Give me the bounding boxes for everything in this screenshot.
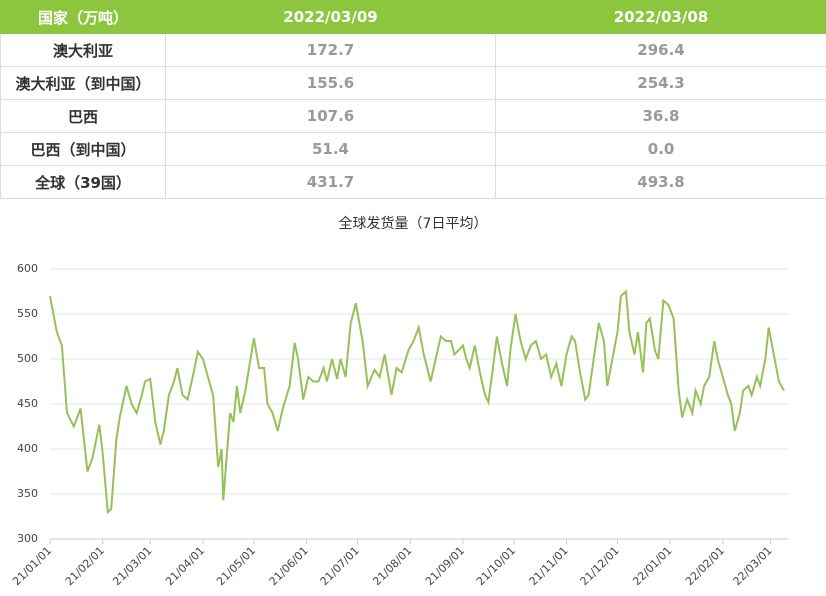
y-tick-label: 600 bbox=[17, 262, 38, 275]
table-cell: 254.3 bbox=[496, 67, 826, 100]
header-cell: 2022/03/08 bbox=[496, 1, 826, 34]
table-cell: 51.4 bbox=[166, 133, 496, 166]
x-tick-label: 21/09/01 bbox=[423, 544, 467, 588]
x-tick-label: 21/05/01 bbox=[214, 544, 258, 588]
chart: 全球发货量（7日平均） 300 350 400 450 500 550 600 21/01/0… bbox=[0, 199, 826, 596]
table-cell: 155.6 bbox=[166, 67, 496, 100]
x-tick-label: 21/04/01 bbox=[163, 544, 207, 588]
y-tick-label: 400 bbox=[17, 442, 38, 455]
table-cell: 澳大利亚 bbox=[1, 34, 166, 67]
table-cell: 36.8 bbox=[496, 100, 826, 133]
table-cell: 全球（39国） bbox=[1, 166, 166, 199]
y-tick-label: 450 bbox=[17, 397, 38, 410]
table-cell: 107.6 bbox=[166, 100, 496, 133]
header-cell: 2022/03/09 bbox=[166, 1, 496, 34]
x-tick-label: 21/12/01 bbox=[578, 544, 622, 588]
y-tick-label: 500 bbox=[17, 352, 38, 365]
table-cell: 172.7 bbox=[166, 34, 496, 67]
x-tick-label: 21/11/01 bbox=[527, 544, 571, 588]
x-tick-label: 21/02/01 bbox=[63, 544, 107, 588]
x-tick-label: 21/01/01 bbox=[10, 544, 54, 588]
x-tick-label: 21/03/01 bbox=[110, 544, 154, 588]
table-cell: 493.8 bbox=[496, 166, 826, 199]
table-cell: 431.7 bbox=[166, 166, 496, 199]
header-cell: 国家（万吨） bbox=[1, 1, 166, 34]
table-cell: 巴西（到中国） bbox=[1, 133, 166, 166]
y-tick-label: 550 bbox=[17, 307, 38, 320]
y-tick-label: 300 bbox=[17, 532, 38, 545]
data-line bbox=[50, 292, 784, 513]
chart-title: 全球发货量（7日平均） bbox=[339, 215, 488, 232]
x-tick-label: 21/08/01 bbox=[370, 544, 414, 588]
table-cell: 巴西 bbox=[1, 100, 166, 133]
y-tick-label: 350 bbox=[17, 487, 38, 500]
table-cell: 296.4 bbox=[496, 34, 826, 67]
x-tick-label: 21/06/01 bbox=[267, 544, 311, 588]
x-tick-label: 22/03/01 bbox=[731, 544, 775, 588]
x-tick-label: 21/10/01 bbox=[474, 544, 518, 588]
x-tick-label: 22/02/01 bbox=[683, 544, 727, 588]
table-cell: 0.0 bbox=[496, 133, 826, 166]
x-tick-label: 21/07/01 bbox=[318, 544, 362, 588]
header-row: 国家（万吨） 2022/03/09 2022/03/08 bbox=[1, 1, 826, 34]
x-tick-label: 22/01/01 bbox=[630, 544, 674, 588]
table-cell: 澳大利亚（到中国） bbox=[1, 67, 166, 100]
